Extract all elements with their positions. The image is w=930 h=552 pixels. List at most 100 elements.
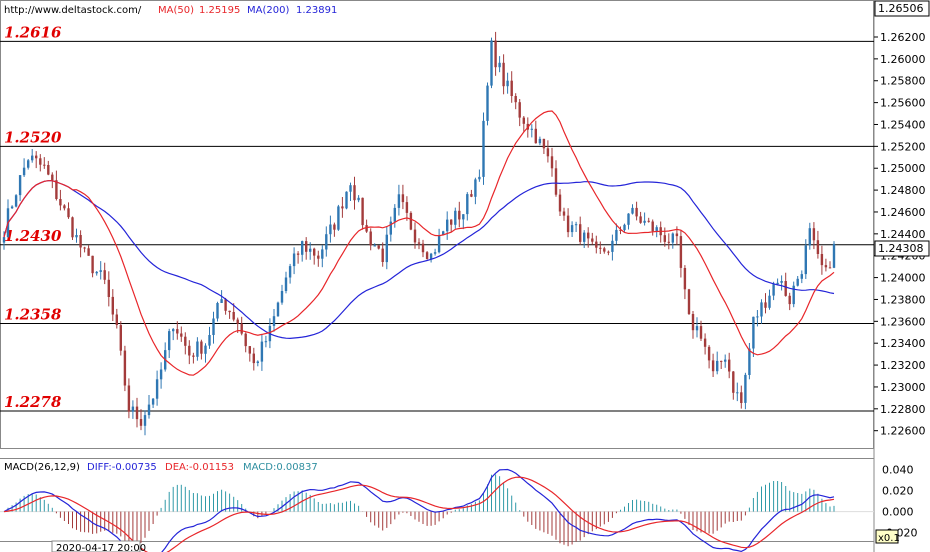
candle	[321, 245, 324, 268]
candle-body-bear	[79, 235, 82, 248]
candle	[482, 112, 485, 185]
candle	[498, 56, 501, 73]
candle	[804, 239, 807, 279]
candle	[425, 251, 429, 260]
macd-label: MACD(26,12,9)	[4, 462, 80, 473]
candle-body-bear	[176, 329, 179, 334]
candle	[228, 310, 231, 319]
candle	[168, 328, 171, 358]
candle-body-bear	[558, 194, 562, 212]
candle	[353, 176, 356, 210]
macd-tick-label: 0.040	[882, 463, 914, 476]
candle	[280, 284, 284, 305]
candlesticks	[2, 31, 836, 436]
candle	[349, 182, 352, 201]
candle-body-bull	[325, 234, 328, 250]
candle	[260, 334, 264, 371]
candle-body-bull	[22, 167, 26, 176]
candle-body-bull	[570, 225, 574, 233]
candle	[232, 303, 235, 322]
candle-body-bear	[35, 155, 38, 159]
candle	[115, 308, 118, 329]
candle	[208, 326, 211, 349]
candle-body-bull	[27, 160, 30, 168]
macd-scale-badge[interactable]	[875, 529, 899, 544]
price-tick-label: 1.25400	[880, 119, 926, 132]
candle-body-bear	[816, 240, 820, 254]
candle-body-bull	[671, 233, 674, 243]
candle	[583, 230, 586, 248]
candle	[385, 226, 388, 270]
candle-body-bear	[824, 265, 828, 268]
candle-body-bear	[514, 96, 517, 103]
candle	[256, 360, 259, 367]
candle-body-bear	[139, 419, 143, 426]
candle	[365, 219, 368, 233]
candle	[192, 352, 195, 364]
candle	[135, 397, 139, 428]
candle-body-bear	[450, 219, 453, 225]
candle-body-bull	[442, 231, 445, 236]
candle-body-bear	[647, 220, 650, 222]
candle	[623, 223, 626, 232]
candle	[736, 382, 739, 402]
candle-body-bear	[333, 224, 336, 230]
candle	[103, 262, 106, 285]
candle	[788, 292, 791, 311]
candle-body-bull	[623, 224, 626, 231]
candle	[305, 237, 308, 260]
candle	[699, 320, 703, 341]
candle-body-bear	[341, 206, 344, 209]
candle-body-bear	[228, 310, 231, 313]
candle	[554, 160, 558, 197]
candle-body-bear	[71, 217, 74, 238]
candle	[119, 321, 122, 356]
candle-body-bull	[75, 235, 78, 238]
candle	[518, 99, 521, 127]
candle	[720, 360, 723, 369]
level-label: 1.2430	[4, 227, 62, 245]
candle	[562, 207, 566, 221]
candle	[558, 189, 562, 216]
candle	[832, 241, 836, 269]
candle	[591, 232, 594, 245]
candle	[615, 223, 618, 245]
candle-body-bull	[349, 185, 352, 192]
candle-body-bull	[744, 374, 747, 403]
candle	[542, 138, 546, 154]
candle-body-bear	[828, 267, 832, 269]
candle-body-bear	[244, 333, 247, 347]
candle-body-bull	[389, 221, 392, 235]
candle	[466, 192, 469, 221]
candle-body-bear	[184, 336, 187, 346]
candle	[647, 217, 650, 223]
candle	[252, 347, 255, 371]
candle-body-bear	[107, 279, 110, 297]
candle-body-bear	[232, 312, 235, 320]
price-tick-label: 1.25000	[880, 162, 926, 175]
candle-body-bear	[413, 229, 417, 243]
candle	[288, 263, 292, 284]
candle-body-bear	[591, 238, 594, 242]
candle	[357, 195, 360, 203]
ma50-value: 1.25195	[199, 5, 240, 16]
candle-body-bull	[538, 138, 542, 144]
candle	[139, 409, 143, 431]
candle	[824, 258, 828, 272]
candle-body-bear	[127, 385, 131, 412]
candle-body-bear	[252, 353, 255, 364]
candle-body-bull	[506, 80, 509, 87]
candle	[478, 169, 481, 182]
candle	[490, 37, 493, 89]
candle-body-bull	[151, 398, 155, 405]
candle	[808, 222, 811, 250]
candle-body-bull	[437, 235, 441, 253]
candle	[506, 72, 509, 94]
candle	[631, 204, 634, 215]
ma200-value: 1.23891	[296, 5, 337, 16]
candle	[244, 332, 247, 353]
candle-body-bear	[51, 174, 54, 181]
price-tick-label: 1.23200	[880, 359, 926, 372]
